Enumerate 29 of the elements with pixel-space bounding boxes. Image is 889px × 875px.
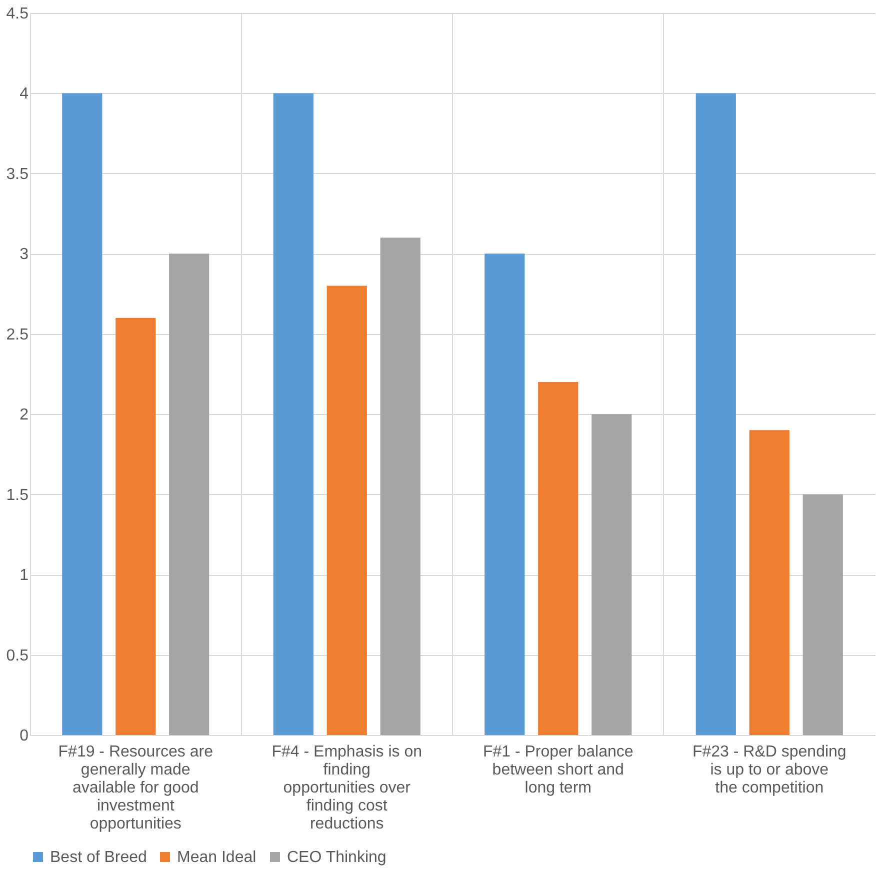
y-tick-label: 4 <box>20 86 29 103</box>
bar <box>802 494 843 735</box>
y-tick-label: 2.5 <box>6 326 29 344</box>
legend-label: Best of Breed <box>50 849 147 866</box>
x-tick-label: F#23 - R&D spending is up to or above the competition <box>692 744 846 796</box>
bar <box>273 93 314 735</box>
bar <box>380 238 420 735</box>
y-tick-label: 1 <box>20 567 29 584</box>
x-tick-label: F#19 - Resources are generally made available for good investment opportunities <box>58 744 214 832</box>
y-tick-label: 3 <box>20 246 29 264</box>
bar <box>696 93 736 735</box>
bar <box>169 254 210 735</box>
bar <box>538 382 578 735</box>
y-tick-label: 0.5 <box>6 647 29 664</box>
y-tick-label: 0 <box>20 728 29 744</box>
bar <box>62 93 102 735</box>
bar <box>484 254 525 735</box>
x-tick-label: F#1 - Proper balance between short and long term <box>482 744 634 796</box>
y-tick-label: 4.5 <box>6 6 29 22</box>
y-tick-label: 1.5 <box>6 486 29 504</box>
bar <box>116 318 156 735</box>
bar <box>592 414 632 735</box>
x-tick-label: F#4 - Emphasis is on finding opportunities over finding cost reductions <box>272 744 422 832</box>
bar <box>749 430 790 735</box>
bar <box>326 286 367 735</box>
y-tick-label: 2 <box>20 406 29 424</box>
y-tick-label: 3.5 <box>6 166 29 183</box>
legend-label: Mean Ideal <box>177 849 256 866</box>
legend-label: CEO Thinking <box>287 849 386 866</box>
